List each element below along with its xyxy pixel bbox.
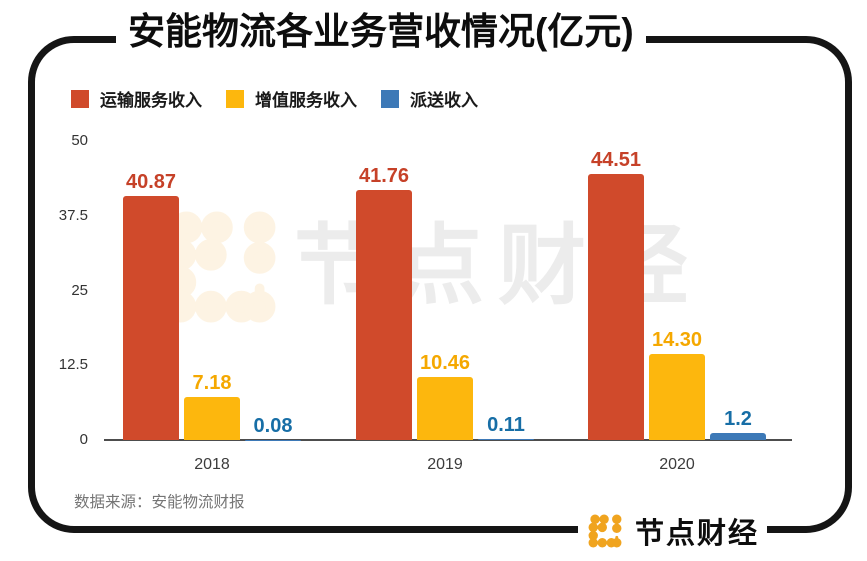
legend-swatch-transport (71, 89, 89, 108)
bar-value-label: 0.11 (487, 414, 525, 437)
bar-value-label: 14.30 (651, 329, 703, 352)
x-tick-label: 2019 (427, 456, 463, 473)
bar-value-label: 7.18 (192, 372, 232, 395)
brand-logo-icon (588, 514, 622, 548)
y-tick-label: 25 (71, 281, 88, 299)
legend-item-value-added: 增值服务收入 (226, 86, 357, 111)
bar-value-label: 10.46 (419, 352, 471, 375)
legend-label-value-added: 增值服务收入 (255, 91, 357, 110)
legend-item-delivery: 派送收入 (381, 86, 478, 111)
chart-title: 安能物流各业务营收情况(亿元) (128, 11, 634, 52)
x-tick-label: 2018 (194, 456, 230, 473)
bar-2018-series0 (123, 195, 179, 440)
bar-2019-series1 (417, 377, 473, 440)
bar-value-label: 0.08 (253, 414, 293, 437)
bar-value-label: 41.76 (358, 165, 410, 188)
y-tick-label: 12.5 (58, 356, 88, 374)
legend-swatch-delivery (381, 89, 399, 108)
bar-value-label: 1.2 (724, 407, 752, 430)
bar-value-label: 44.51 (590, 148, 642, 171)
legend-label-delivery: 派送收入 (410, 91, 478, 110)
brand-logo-text: 节点财经 (635, 518, 760, 550)
bar-2020-series2 (710, 432, 766, 440)
x-tick-label: 2020 (659, 456, 695, 473)
chart-title-box: 安能物流各业务营收情况(亿元) (116, 8, 646, 56)
bar-2020-series1 (649, 354, 705, 440)
legend-swatch-value-added (226, 89, 244, 108)
brand-logo: 节点财经 (578, 505, 768, 557)
y-tick-label: 50 (71, 132, 88, 149)
legend-item-transport: 运输服务收入 (71, 86, 202, 111)
bar-2019-series0 (356, 190, 412, 440)
bar-2020-series0 (588, 173, 644, 440)
y-tick-label: 0 (79, 431, 88, 448)
bar-2018-series1 (184, 397, 240, 440)
bar-value-label: 40.87 (125, 170, 177, 193)
legend: 运输服务收入 增值服务收入 派送收入 (71, 86, 478, 111)
source-note: 数据来源：安能物流财报 (74, 494, 245, 511)
y-tick-label: 37.5 (58, 206, 88, 224)
bar-2019-series2 (478, 439, 534, 440)
legend-label-transport: 运输服务收入 (100, 91, 202, 110)
x-axis-line (104, 439, 792, 441)
